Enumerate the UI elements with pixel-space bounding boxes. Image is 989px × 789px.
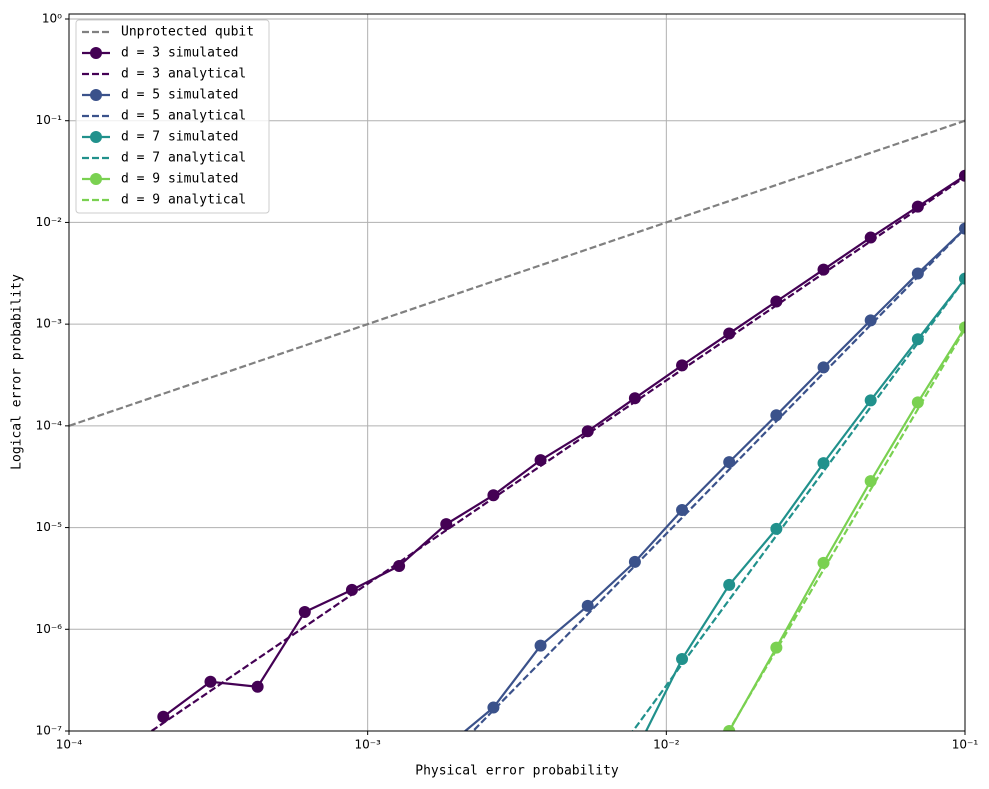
grid (68, 14, 966, 732)
data-point (487, 701, 500, 714)
data-point (911, 200, 924, 213)
ticks: 10⁻⁴ 10⁻³ 10⁻² 10⁻¹ 10⁻⁷ 10⁻⁶ 10⁻⁵ 10⁻⁴ 10⁻³ 10⁻²… (36, 12, 979, 752)
legend-marker (90, 131, 102, 143)
x-tick-label: 10⁻² (653, 738, 680, 752)
y-tick-label: 10⁻⁶ (36, 622, 63, 636)
series-line (463, 227, 965, 731)
series-line (149, 176, 965, 731)
series-line (631, 278, 965, 731)
series-line (69, 119, 965, 427)
data-point (581, 425, 594, 438)
legend-label: d = 9 simulated (121, 172, 238, 187)
series-line (727, 328, 965, 731)
x-axis-label: Physical error probability (415, 764, 619, 779)
y-tick-label: 10⁻⁵ (36, 520, 63, 534)
axes-frame (68, 13, 966, 732)
data-point (723, 456, 736, 469)
legend-label: d = 7 simulated (121, 130, 238, 145)
legend-marker (90, 89, 102, 101)
x-tick-label: 10⁻⁴ (56, 738, 83, 752)
data-point (251, 680, 264, 693)
legend-label: d = 5 simulated (121, 88, 238, 103)
data-point (204, 675, 217, 688)
legend-marker (90, 173, 102, 185)
y-tick-label: 10⁻³ (36, 317, 63, 331)
y-tick-label: 10⁻⁷ (36, 724, 63, 738)
data-point (628, 392, 641, 405)
legend-label: Unprotected qubit (121, 25, 254, 40)
data-point (817, 556, 830, 569)
legend-box (75, 19, 270, 214)
data-point (581, 599, 594, 612)
data-point (534, 639, 547, 652)
data-point (628, 555, 641, 568)
data-point (770, 409, 783, 422)
y-tick-label: 10⁻¹ (36, 113, 63, 127)
data-point (770, 295, 783, 308)
legend-label: d = 3 simulated (121, 46, 238, 61)
data-point (959, 222, 965, 235)
x-tick-label: 10⁻¹ (952, 738, 979, 752)
y-tick-label: 10⁻⁴ (36, 418, 63, 432)
data-point (157, 710, 170, 723)
x-tick-label: 10⁻³ (354, 738, 381, 752)
series-line (471, 227, 965, 731)
data-point (393, 559, 406, 572)
y-tick-label: 10⁰ (42, 12, 62, 26)
data-point (298, 605, 311, 618)
data-point (487, 489, 500, 502)
legend-label: d = 5 analytical (121, 109, 246, 124)
legend-label: d = 7 analytical (121, 151, 246, 166)
series-line (162, 174, 965, 718)
data-point (676, 503, 689, 516)
plot-area (69, 119, 965, 731)
data-point (723, 578, 736, 591)
legend-marker (90, 47, 102, 59)
data-point (676, 653, 689, 666)
data-point (911, 333, 924, 346)
data-point (911, 267, 924, 280)
series-line (644, 277, 965, 731)
legend-label: d = 9 analytical (121, 193, 246, 208)
y-axis-label: Logical error probability (10, 274, 25, 470)
data-point (864, 314, 877, 327)
legend: Unprotected qubit d = 3 simulated d = 3 an… (75, 19, 270, 214)
data-point (864, 231, 877, 244)
y-tick-label: 10⁻² (36, 215, 63, 229)
data-point (864, 475, 877, 488)
legend-label: d = 3 analytical (121, 67, 246, 82)
